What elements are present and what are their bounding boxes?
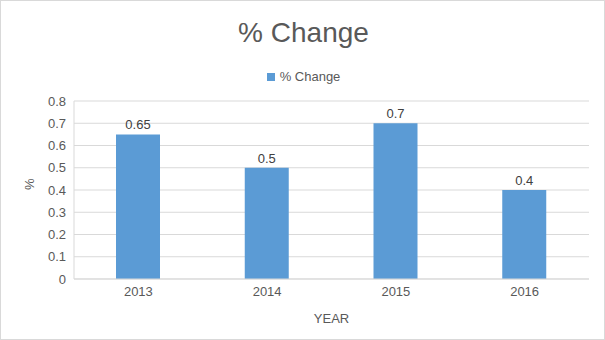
svg-text:0.8: 0.8 xyxy=(48,94,66,109)
svg-text:2013: 2013 xyxy=(124,284,153,299)
svg-text:0.7: 0.7 xyxy=(48,116,66,131)
svg-text:0.2: 0.2 xyxy=(48,227,66,242)
html-text:% Change: % Change xyxy=(238,17,369,48)
svg-text:0.4: 0.4 xyxy=(48,183,66,198)
svg-text:0.5: 0.5 xyxy=(48,160,66,175)
svg-text:2014: 2014 xyxy=(253,284,282,299)
svg-text:0.65: 0.65 xyxy=(125,117,150,132)
svg-text:0.1: 0.1 xyxy=(48,249,66,264)
svg-text:2015: 2015 xyxy=(381,284,410,299)
svg-text:0: 0 xyxy=(59,272,66,287)
svg-text:0.3: 0.3 xyxy=(48,205,66,220)
svg-text:%: % xyxy=(22,178,37,190)
svg-text:YEAR: YEAR xyxy=(314,311,349,326)
html-text:% Change: % Change xyxy=(279,69,341,84)
svg-text:0.6: 0.6 xyxy=(48,138,66,153)
svg-text:2016: 2016 xyxy=(510,284,539,299)
svg-text:0.4: 0.4 xyxy=(515,173,533,188)
svg-text:0.7: 0.7 xyxy=(386,106,404,121)
svg-text:0.5: 0.5 xyxy=(258,151,276,166)
